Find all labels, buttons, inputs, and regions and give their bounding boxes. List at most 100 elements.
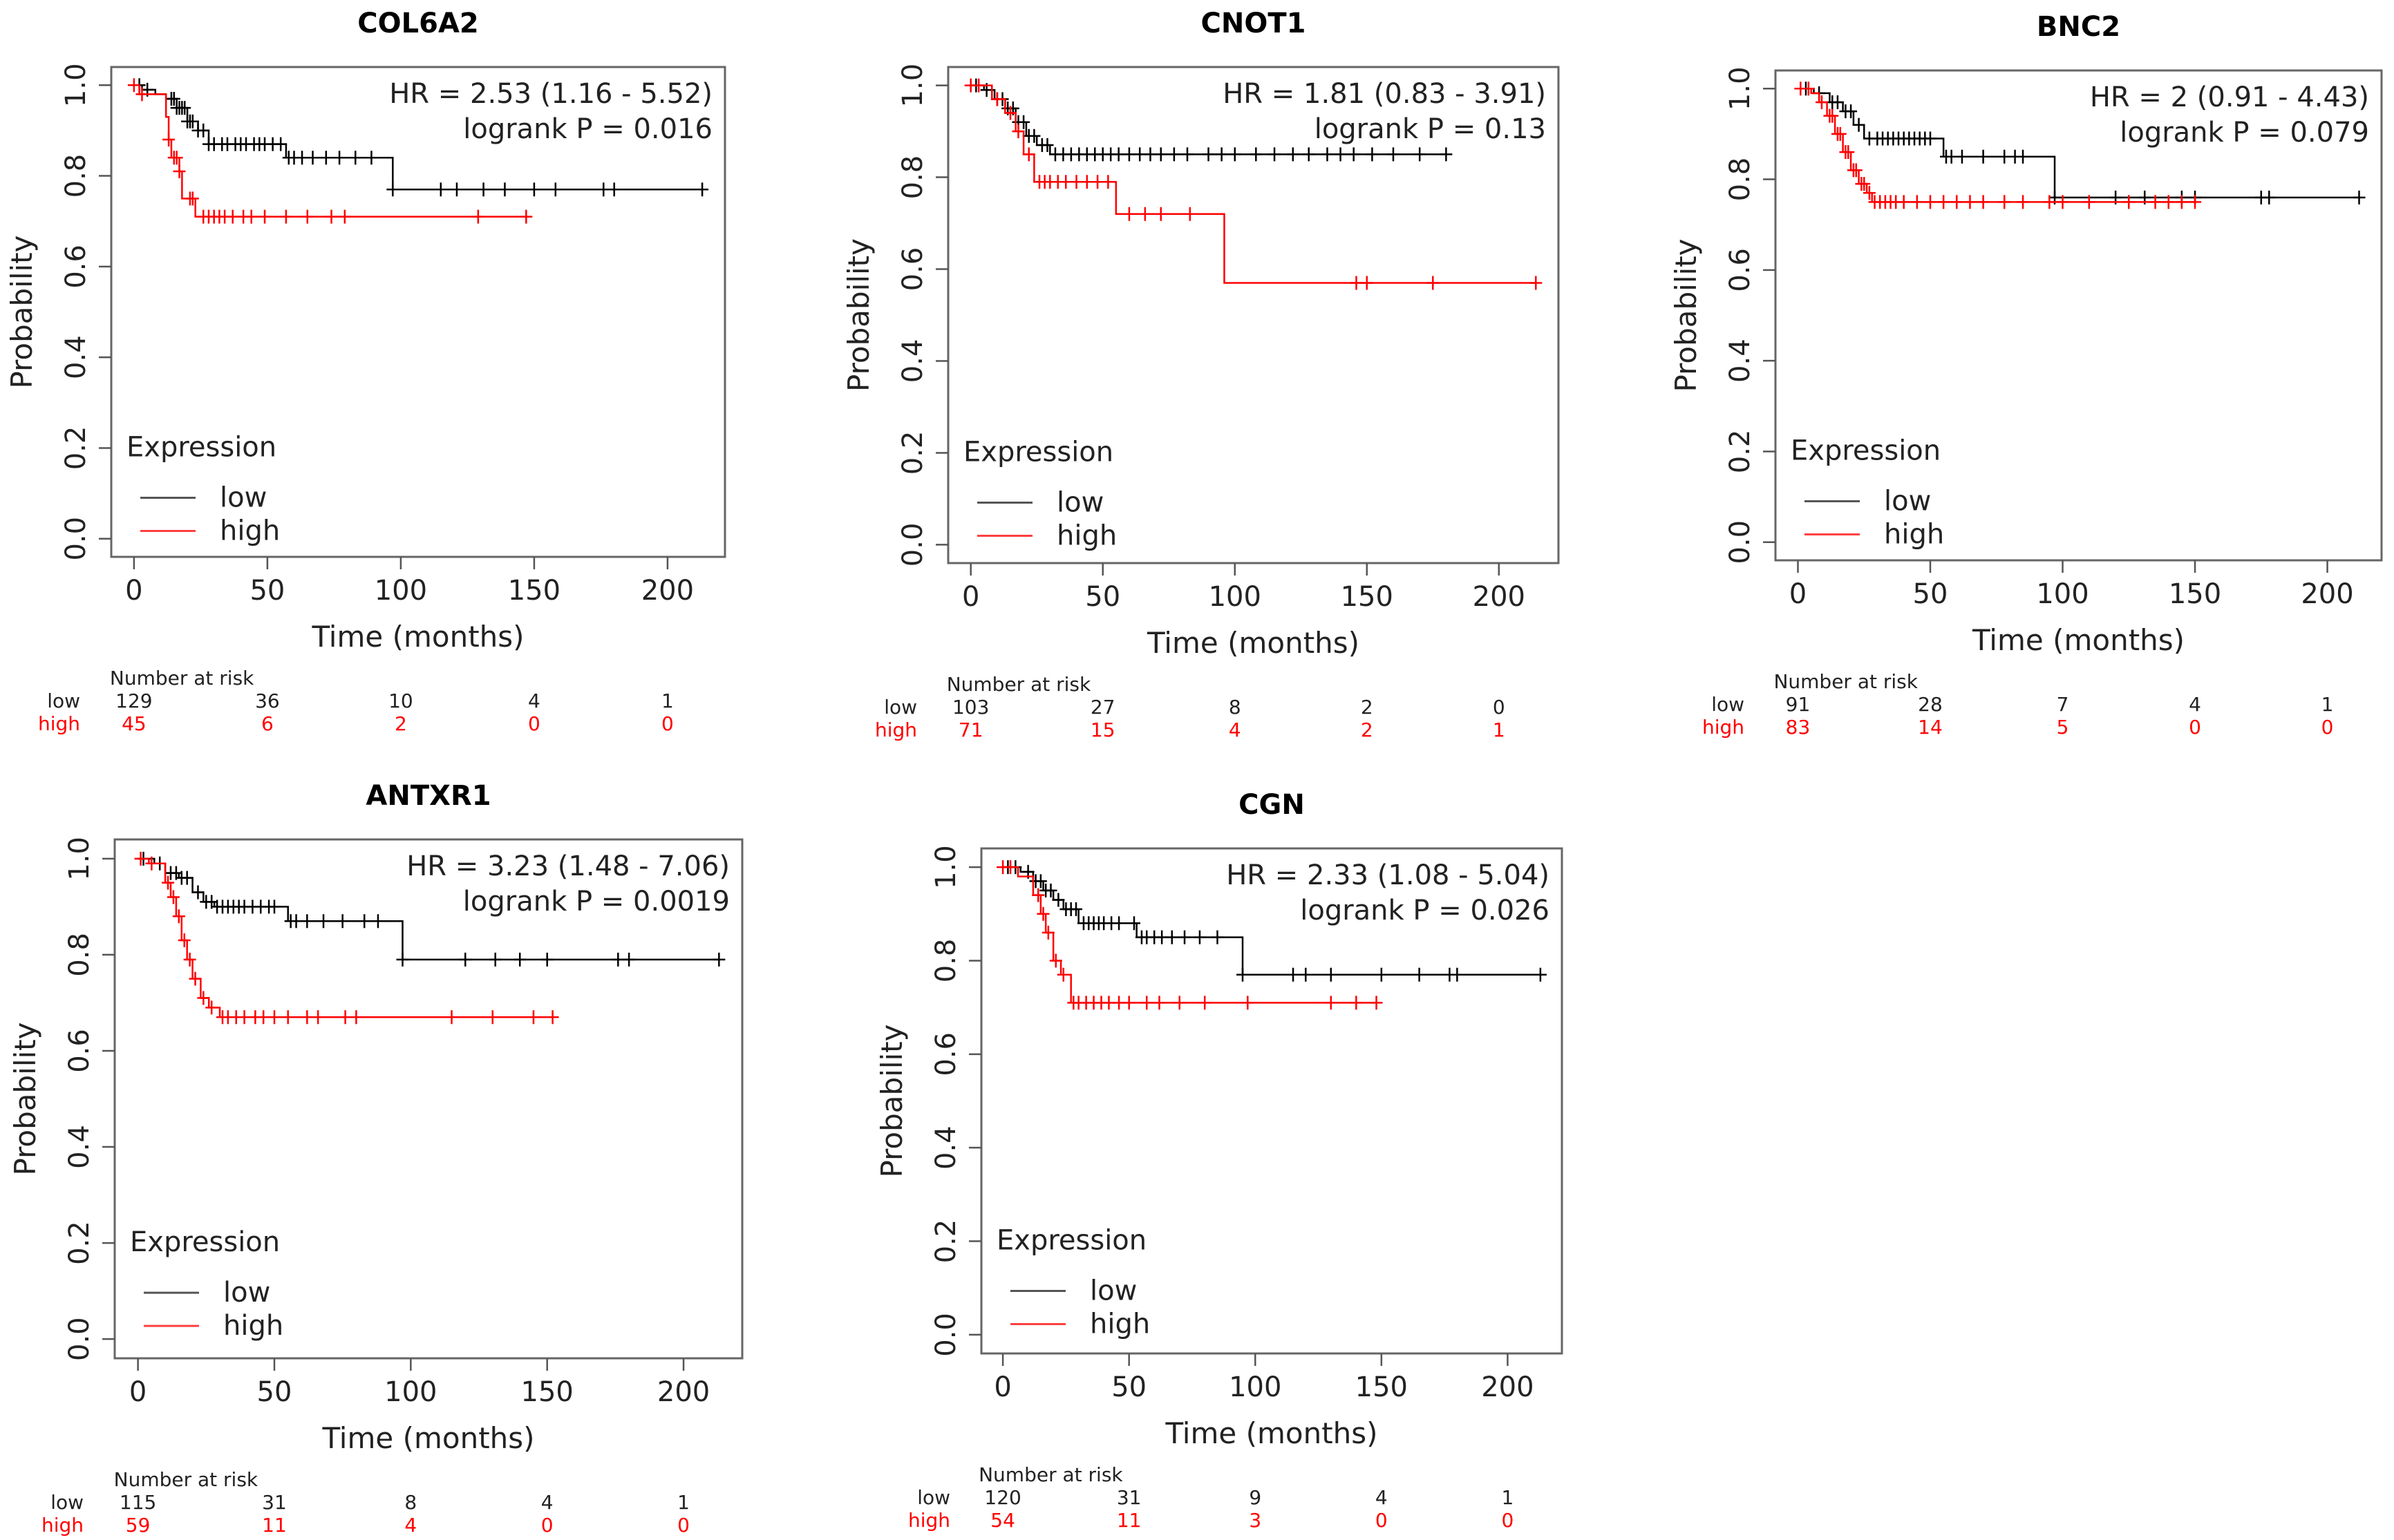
y-axis-label: Probability [875,1024,909,1177]
censor-mark-high [1102,175,1115,189]
legend-low-label: low [1057,486,1104,518]
censor-mark-low [2353,190,2366,205]
censor-mark-high [1937,195,1950,209]
chart-title: CGN [1238,789,1305,821]
risk-count-low: 2 [1361,696,1373,719]
censor-mark-high [350,1010,363,1025]
censor-mark-high [1183,207,1196,221]
y-tick-label: 1.0 [1724,66,1756,111]
chart-title: BNC2 [2037,11,2120,43]
censor-mark-high [205,1000,218,1015]
censor-mark-low [333,151,346,165]
x-tick-label: 50 [1085,581,1120,613]
x-tick-label: 100 [384,1376,437,1408]
censor-mark-low [1413,967,1426,982]
risk-count-low: 1 [677,1491,690,1514]
y-axis-label: Probability [5,235,39,388]
censor-mark-low [1041,138,1054,153]
censor-mark-low [1413,147,1426,162]
risk-count-high: 1 [1493,719,1505,741]
y-tick-label: 1.0 [897,64,929,108]
censor-mark-high [1042,925,1055,940]
censor-mark-low [527,182,540,197]
censor-mark-low [1112,147,1125,162]
censor-mark-low [1165,930,1178,944]
censor-mark-high [1529,276,1543,290]
censor-mark-high [301,209,314,224]
hazard-ratio-text: HR = 2.33 (1.08 - 5.04) [1226,859,1549,891]
censor-mark-low [540,952,554,967]
censor-mark-high [1897,195,1910,209]
chart-title: COL6A2 [357,8,478,39]
chart-title: CNOT1 [1201,8,1306,39]
risk-count-high: 0 [1502,1509,1514,1532]
censor-mark-high [1138,207,1151,221]
x-axis-label: Time (months) [321,1421,534,1455]
censor-mark-high [258,209,272,224]
risk-count-low: 4 [2189,693,2201,716]
censor-mark-low [274,137,288,151]
censor-mark-low [180,871,194,885]
legend-title: Expression [963,436,1113,468]
censor-mark-low [489,952,502,967]
censor-mark-low [1034,874,1047,888]
x-tick-label: 200 [657,1376,710,1408]
censor-mark-high [527,1010,540,1025]
censor-mark-high [1802,82,1815,96]
x-axis-label: Time (months) [1165,1416,1377,1450]
censor-mark-high [1858,177,1871,191]
risk-row-label-high: high [38,712,80,735]
censor-mark-low [306,151,319,165]
risk-table-title: Number at risk [979,1463,1123,1486]
censor-mark-low [1286,147,1299,162]
censor-mark-high [238,1010,251,1025]
risk-count-high: 11 [262,1514,287,1537]
censor-mark-low [1945,149,1958,164]
censor-mark-high [1826,108,1839,123]
censor-mark-high [1080,175,1093,189]
y-tick-label: 0.8 [64,933,95,977]
risk-count-high: 0 [677,1514,690,1537]
censor-mark-high [1863,186,1876,200]
x-tick-label: 100 [2036,578,2089,610]
censor-mark-low [197,123,210,137]
censor-mark-low [1924,131,1936,146]
censor-mark-high [2043,195,2056,209]
logrank-p-text: logrank P = 0.079 [2120,117,2369,149]
censor-mark-low [301,914,314,929]
legend-title: Expression [126,431,276,463]
censor-mark-low [1347,147,1360,162]
legend-low-label: low [223,1277,270,1309]
risk-count-high: 45 [122,712,147,735]
censor-mark-low [1955,149,1968,164]
censor-mark-high [2189,195,2202,209]
risk-row-label-low: low [50,1491,84,1514]
censor-mark-low [434,182,447,197]
y-axis-label: Probability [8,1022,42,1175]
censor-mark-low [349,151,362,165]
censor-mark-high [1834,126,1847,141]
censor-mark-high [2149,195,2162,209]
censor-mark-high [301,1010,314,1025]
censor-mark-low [386,182,399,197]
censor-mark-high [189,971,202,986]
risk-count-high: 0 [541,1514,554,1537]
x-tick-label: 50 [1913,578,1948,610]
risk-count-low: 120 [984,1486,1021,1509]
censor-mark-low [1845,104,1858,119]
x-axis-label: Time (months) [311,620,524,654]
censor-mark-high [312,1010,325,1025]
y-tick-label: 0.4 [64,1125,95,1169]
censor-mark-low [713,952,726,967]
x-tick-label: 50 [1111,1371,1147,1403]
risk-count-low: 115 [120,1491,156,1514]
censor-mark-low [607,182,621,197]
censor-mark-high [2122,195,2136,209]
censor-mark-high [170,151,183,165]
censor-mark-low [317,914,330,929]
y-tick-label: 0.2 [60,426,92,470]
risk-count-low: 4 [1375,1486,1388,1509]
censor-mark-low [450,182,463,197]
